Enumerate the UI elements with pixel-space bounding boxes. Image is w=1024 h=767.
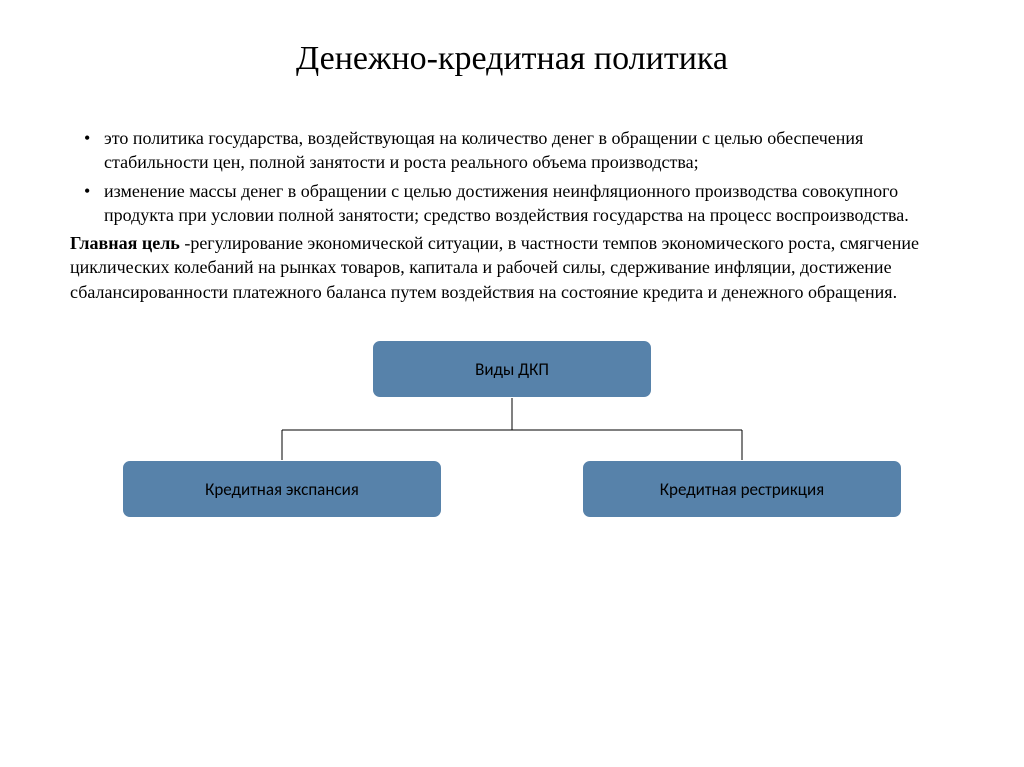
goal-text: -регулирование экономической ситуации, в… <box>70 233 919 302</box>
content-block: это политика государства, воздействующая… <box>70 126 954 304</box>
tree-child-node-left: Кредитная экспансия <box>122 460 442 518</box>
tree-root-node: Виды ДКП <box>372 340 652 398</box>
page-title: Денежно-кредитная политика <box>70 40 954 78</box>
bullet-item: изменение массы денег в обращении с цель… <box>104 179 954 228</box>
dkp-tree-diagram: Виды ДКП Кредитная экспансия Кредитная р… <box>122 340 902 540</box>
main-goal: Главная цель -регулирование экономическо… <box>70 231 954 304</box>
bullet-item: это политика государства, воздействующая… <box>104 126 954 175</box>
bullet-list: это политика государства, воздействующая… <box>70 126 954 227</box>
tree-child-node-right: Кредитная рестрикция <box>582 460 902 518</box>
goal-label: Главная цель <box>70 233 184 253</box>
